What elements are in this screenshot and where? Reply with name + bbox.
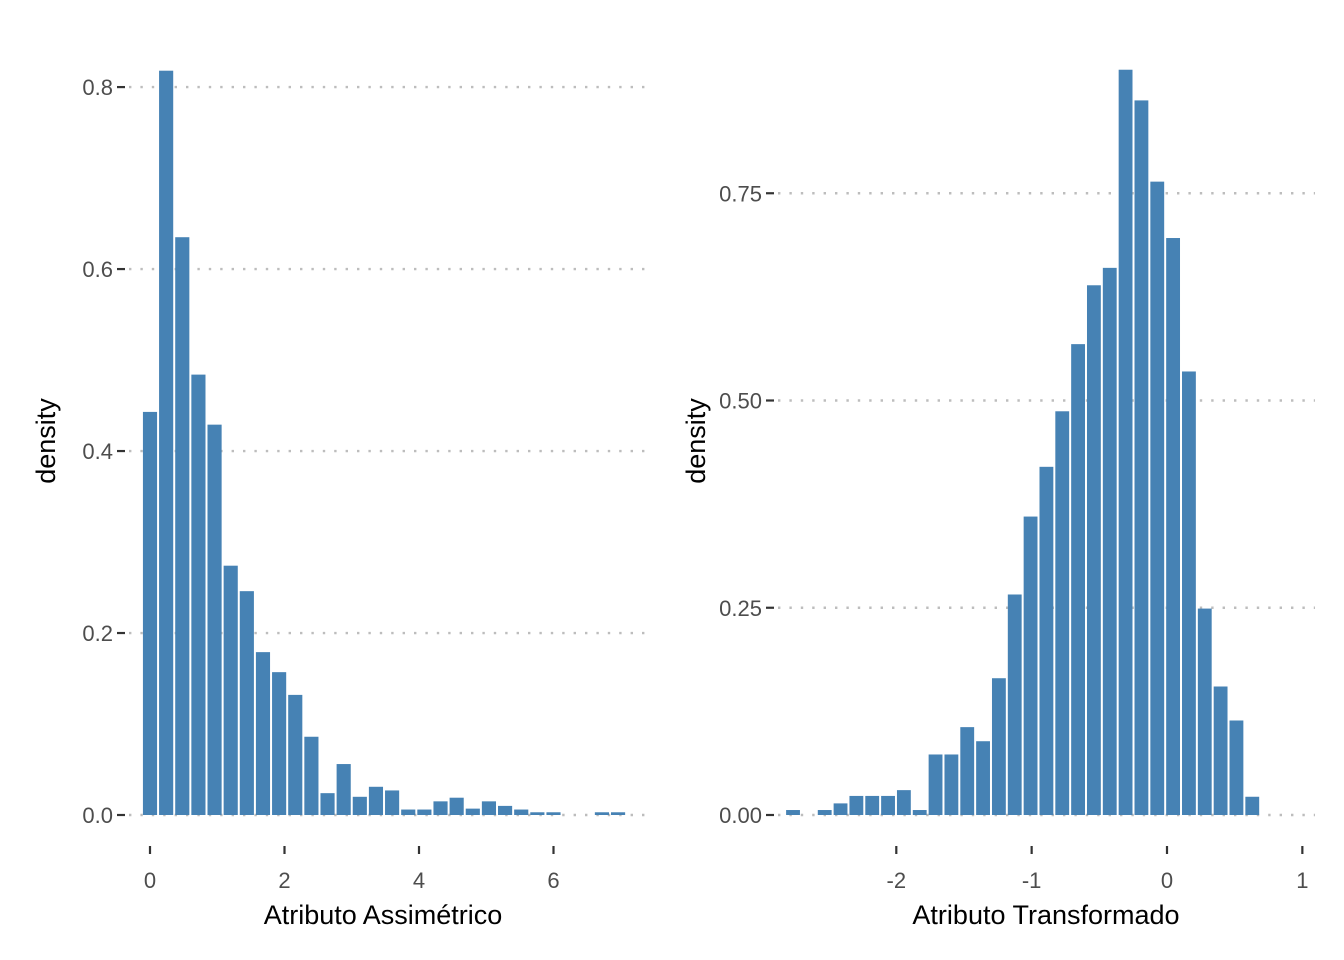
right-histogram-bar (1150, 181, 1165, 815)
left-histogram-bar (207, 424, 222, 815)
left-x-axis-title: Atributo Assimétrico (264, 900, 503, 930)
left-histogram-bar (288, 694, 303, 815)
left-histogram-bar (514, 809, 529, 815)
right-histogram-bar (1229, 720, 1244, 815)
left-y-tick-label: 0.8 (82, 75, 113, 100)
left-histogram-bar (304, 736, 319, 815)
right-histogram-panel: Atributo Transformado density 0.00 0.25 0.… (681, 69, 1315, 930)
right-histogram-bar (817, 810, 832, 815)
left-x-tick-label: 6 (547, 868, 559, 893)
right-y-tick-label: 0.75 (719, 181, 762, 206)
left-histogram-bar (433, 801, 448, 815)
left-histogram-bar (255, 652, 271, 815)
left-x-tick-label: 4 (413, 868, 425, 893)
right-y-axis-title: density (681, 398, 711, 484)
left-histogram-bar (352, 796, 367, 815)
right-histogram-bar (912, 810, 927, 815)
right-histogram-bar (960, 727, 975, 815)
right-histogram-bar (976, 741, 990, 815)
right-x-axis-title: Atributo Transformado (912, 900, 1179, 930)
left-histogram-bar (481, 801, 497, 815)
left-y-tick-label: 0.4 (82, 439, 113, 464)
right-y-tick-label: 0.25 (719, 596, 762, 621)
right-histogram-bar (944, 754, 959, 815)
left-histogram-bar (272, 672, 287, 815)
left-y-tick-label: 0.0 (82, 803, 113, 828)
right-histogram-bar (928, 754, 943, 815)
left-histogram-bar (530, 812, 545, 815)
right-histogram-bar (1197, 608, 1212, 815)
left-x-tick-label: 2 (278, 868, 290, 893)
right-histogram-bar (786, 810, 800, 815)
left-y-axis-title: density (31, 398, 61, 484)
left-histogram-bar (239, 591, 254, 815)
left-histogram-bar (336, 764, 351, 815)
left-x-tick-label: 0 (144, 868, 156, 893)
left-histogram-bar (546, 812, 561, 815)
left-histogram-panel: Atributo Assimétrico density 0.0 0.2 0.4 0.… (31, 70, 650, 930)
right-histogram-bar (1245, 796, 1260, 815)
right-histogram-bar (1102, 267, 1117, 815)
left-histogram-bar (191, 374, 206, 815)
right-histogram-bar (1166, 238, 1181, 815)
right-histogram-bar (1023, 516, 1038, 815)
right-histogram-bar (1182, 371, 1196, 815)
right-histogram-bar (1039, 466, 1054, 815)
right-histogram-bar (833, 803, 848, 815)
right-histogram-bar (1071, 344, 1085, 815)
right-histogram-bar (865, 795, 880, 815)
right-y-tick-label: 0.00 (719, 803, 762, 828)
right-histogram-bar (1086, 285, 1101, 815)
right-x-tick-label: 1 (1296, 868, 1308, 893)
left-histogram-bar (610, 812, 626, 815)
left-histogram-bar (223, 565, 238, 815)
right-y-tick-label: 0.50 (719, 389, 762, 414)
left-histogram-bar (142, 411, 158, 815)
right-histogram-bar (1007, 594, 1022, 815)
right-histogram-bar (896, 790, 911, 815)
right-histogram-bar (1055, 411, 1070, 815)
left-y-tick-label: 0.2 (82, 621, 113, 646)
right-histogram-bar (849, 795, 864, 815)
left-histogram-bar (498, 805, 513, 815)
right-x-tick-label: -1 (1022, 868, 1042, 893)
left-histogram-bar (401, 809, 416, 815)
left-histogram-bar (175, 237, 190, 815)
right-histogram-bar (1213, 686, 1228, 815)
left-y-tick-label: 0.6 (82, 257, 113, 282)
left-histogram-bar (159, 70, 174, 815)
left-histogram-bar (594, 812, 609, 815)
left-histogram-bar (368, 786, 384, 815)
right-histogram-bar (991, 678, 1006, 815)
right-histogram-bar (1118, 69, 1133, 816)
left-histogram-bar (449, 797, 464, 815)
left-histogram-bar (320, 793, 335, 815)
right-histogram-bar (1134, 100, 1149, 815)
right-x-tick-label: 0 (1161, 868, 1173, 893)
left-histogram-bar (465, 808, 480, 815)
left-histogram-bar (385, 790, 400, 815)
right-x-tick-label: -2 (887, 868, 907, 893)
right-histogram-bar (881, 795, 895, 815)
left-histogram-bar (417, 809, 432, 815)
